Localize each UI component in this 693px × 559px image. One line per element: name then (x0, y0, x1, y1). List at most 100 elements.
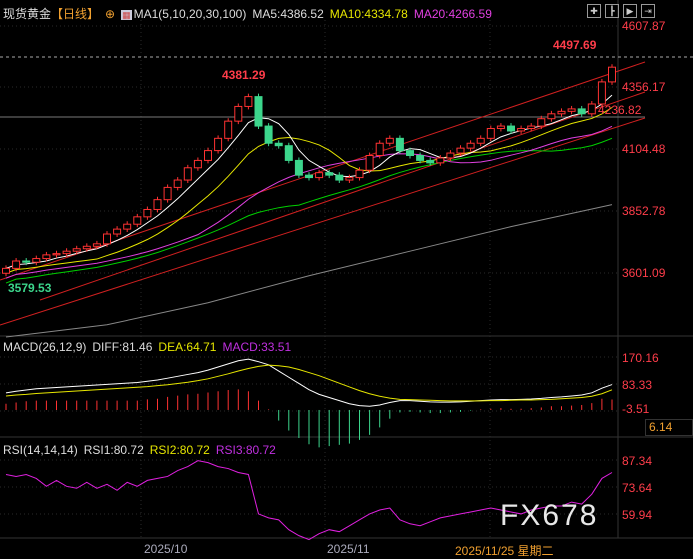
rsi2-value: RSI2:80.72 (149, 443, 210, 457)
candle-body (42, 254, 51, 260)
price-tick: 3601.09 (622, 266, 666, 280)
ma100-line (5, 204, 613, 338)
candle-body (507, 125, 515, 132)
candle-body (254, 96, 263, 127)
macd-header: MACD(26,12,9) DIFF:81.46 DEA:64.71 MACD:33.… (3, 340, 297, 354)
ma20-line (5, 125, 613, 279)
candle-body (557, 110, 566, 115)
candle-body (375, 142, 384, 157)
rsi-tick: 87.34 (622, 454, 653, 468)
candle-body (133, 216, 142, 225)
candle-body (456, 147, 465, 154)
high-label: 4381.29 (222, 68, 266, 82)
candle-body (325, 172, 334, 176)
macd-tick: -3.51 (622, 402, 650, 416)
cross-icon[interactable]: ✚ (587, 4, 601, 18)
candle-body (395, 137, 404, 152)
candle-body (365, 155, 374, 171)
indicator-icon[interactable]: ▦ (121, 10, 132, 20)
candle-body (193, 159, 202, 169)
candle-body (52, 253, 61, 256)
candle-body (385, 137, 394, 144)
ma30-line (5, 137, 613, 284)
candle-body (416, 155, 425, 161)
candle-body (476, 137, 485, 144)
candle-body (2, 267, 10, 274)
bar-icon[interactable]: ┣ (605, 4, 619, 18)
symbol-name: 现货黄金 (3, 7, 52, 21)
exit-icon[interactable]: ⇥ (641, 4, 655, 18)
candle-body (597, 81, 606, 105)
candle-body (32, 258, 41, 263)
candle-body (103, 233, 111, 245)
cursor-date-label: 2025/11/25 星期二 (455, 544, 554, 558)
diff-line (5, 358, 613, 407)
candle-body (436, 157, 445, 164)
candle-body (537, 118, 546, 127)
candle-body (123, 223, 132, 230)
ma10-value: MA10:4334.78 (329, 7, 408, 21)
macd-tick: 83.33 (622, 378, 653, 392)
level-label: 4236.82 (598, 103, 642, 117)
candle-body (547, 113, 556, 120)
candle-body (62, 250, 71, 255)
candle-body (587, 103, 596, 115)
price-tick: 4607.87 (622, 19, 666, 33)
candle-body (577, 108, 586, 115)
candle-body (486, 128, 495, 139)
candle-body (264, 125, 273, 144)
low-label: 3579.53 (8, 281, 52, 295)
candle-body (92, 243, 101, 247)
dea-line (5, 364, 613, 402)
candle-body (567, 108, 576, 112)
candle-body (517, 128, 526, 132)
rsi1-value: RSI1:80.72 (83, 443, 144, 457)
candle-body (527, 125, 536, 130)
candle-body (173, 179, 182, 188)
period-label[interactable]: 【日线】 (51, 7, 100, 21)
candle-body (72, 248, 81, 252)
last-high-label: 4497.69 (553, 38, 597, 52)
candle-body (22, 260, 31, 263)
candle-body (274, 142, 283, 147)
rsi3-value: RSI3:80.72 (215, 443, 276, 457)
trend-channel-line (39, 91, 646, 301)
diff-value: DIFF:81.46 (92, 340, 153, 354)
macd-current-value: 6.14 (645, 419, 693, 436)
trend-channel-line (0, 117, 646, 326)
rsi-tick: 73.64 (622, 481, 653, 495)
price-tick: 4356.17 (622, 80, 666, 94)
ma5-value: MA5:4386.52 (252, 7, 324, 21)
macd-title: MACD(26,12,9) (3, 340, 87, 354)
price-tick: 3852.78 (622, 204, 666, 218)
dea-value: DEA:64.71 (158, 340, 217, 354)
candle-body (446, 152, 455, 159)
candle-body (82, 245, 91, 250)
candle-body (183, 167, 192, 181)
rsi-line (5, 460, 613, 541)
candle-body (355, 169, 364, 179)
candle-body (12, 260, 21, 269)
candle-body (315, 172, 324, 179)
candle-body (496, 125, 505, 130)
rsi-tick: 59.94 (622, 508, 653, 522)
macd-value: MACD:33.51 (222, 340, 292, 354)
candle-body (608, 66, 616, 83)
candle-body (406, 150, 414, 157)
candle-body (143, 208, 152, 218)
date-label: 2025/11 (327, 542, 370, 556)
candle-body (214, 137, 223, 152)
watermark-logo: FX678 (500, 499, 599, 532)
candle-body (294, 159, 303, 176)
candle-body (345, 177, 354, 181)
candle-body (426, 159, 435, 164)
play-icon[interactable]: ▶ (623, 4, 637, 18)
price-tick: 4104.48 (622, 142, 666, 156)
price-header: 现货黄金【日线】 ⊕ ▦ MA1(5,10,20,30,100) MA5:4386.52… (3, 5, 498, 22)
indicator-name[interactable]: MA1(5,10,20,30,100) (133, 7, 247, 21)
add-icon[interactable]: ⊕ (105, 7, 116, 21)
rsi-title: RSI(14,14,14) (3, 443, 78, 457)
candle-body (305, 174, 313, 179)
candle-body (113, 228, 122, 235)
